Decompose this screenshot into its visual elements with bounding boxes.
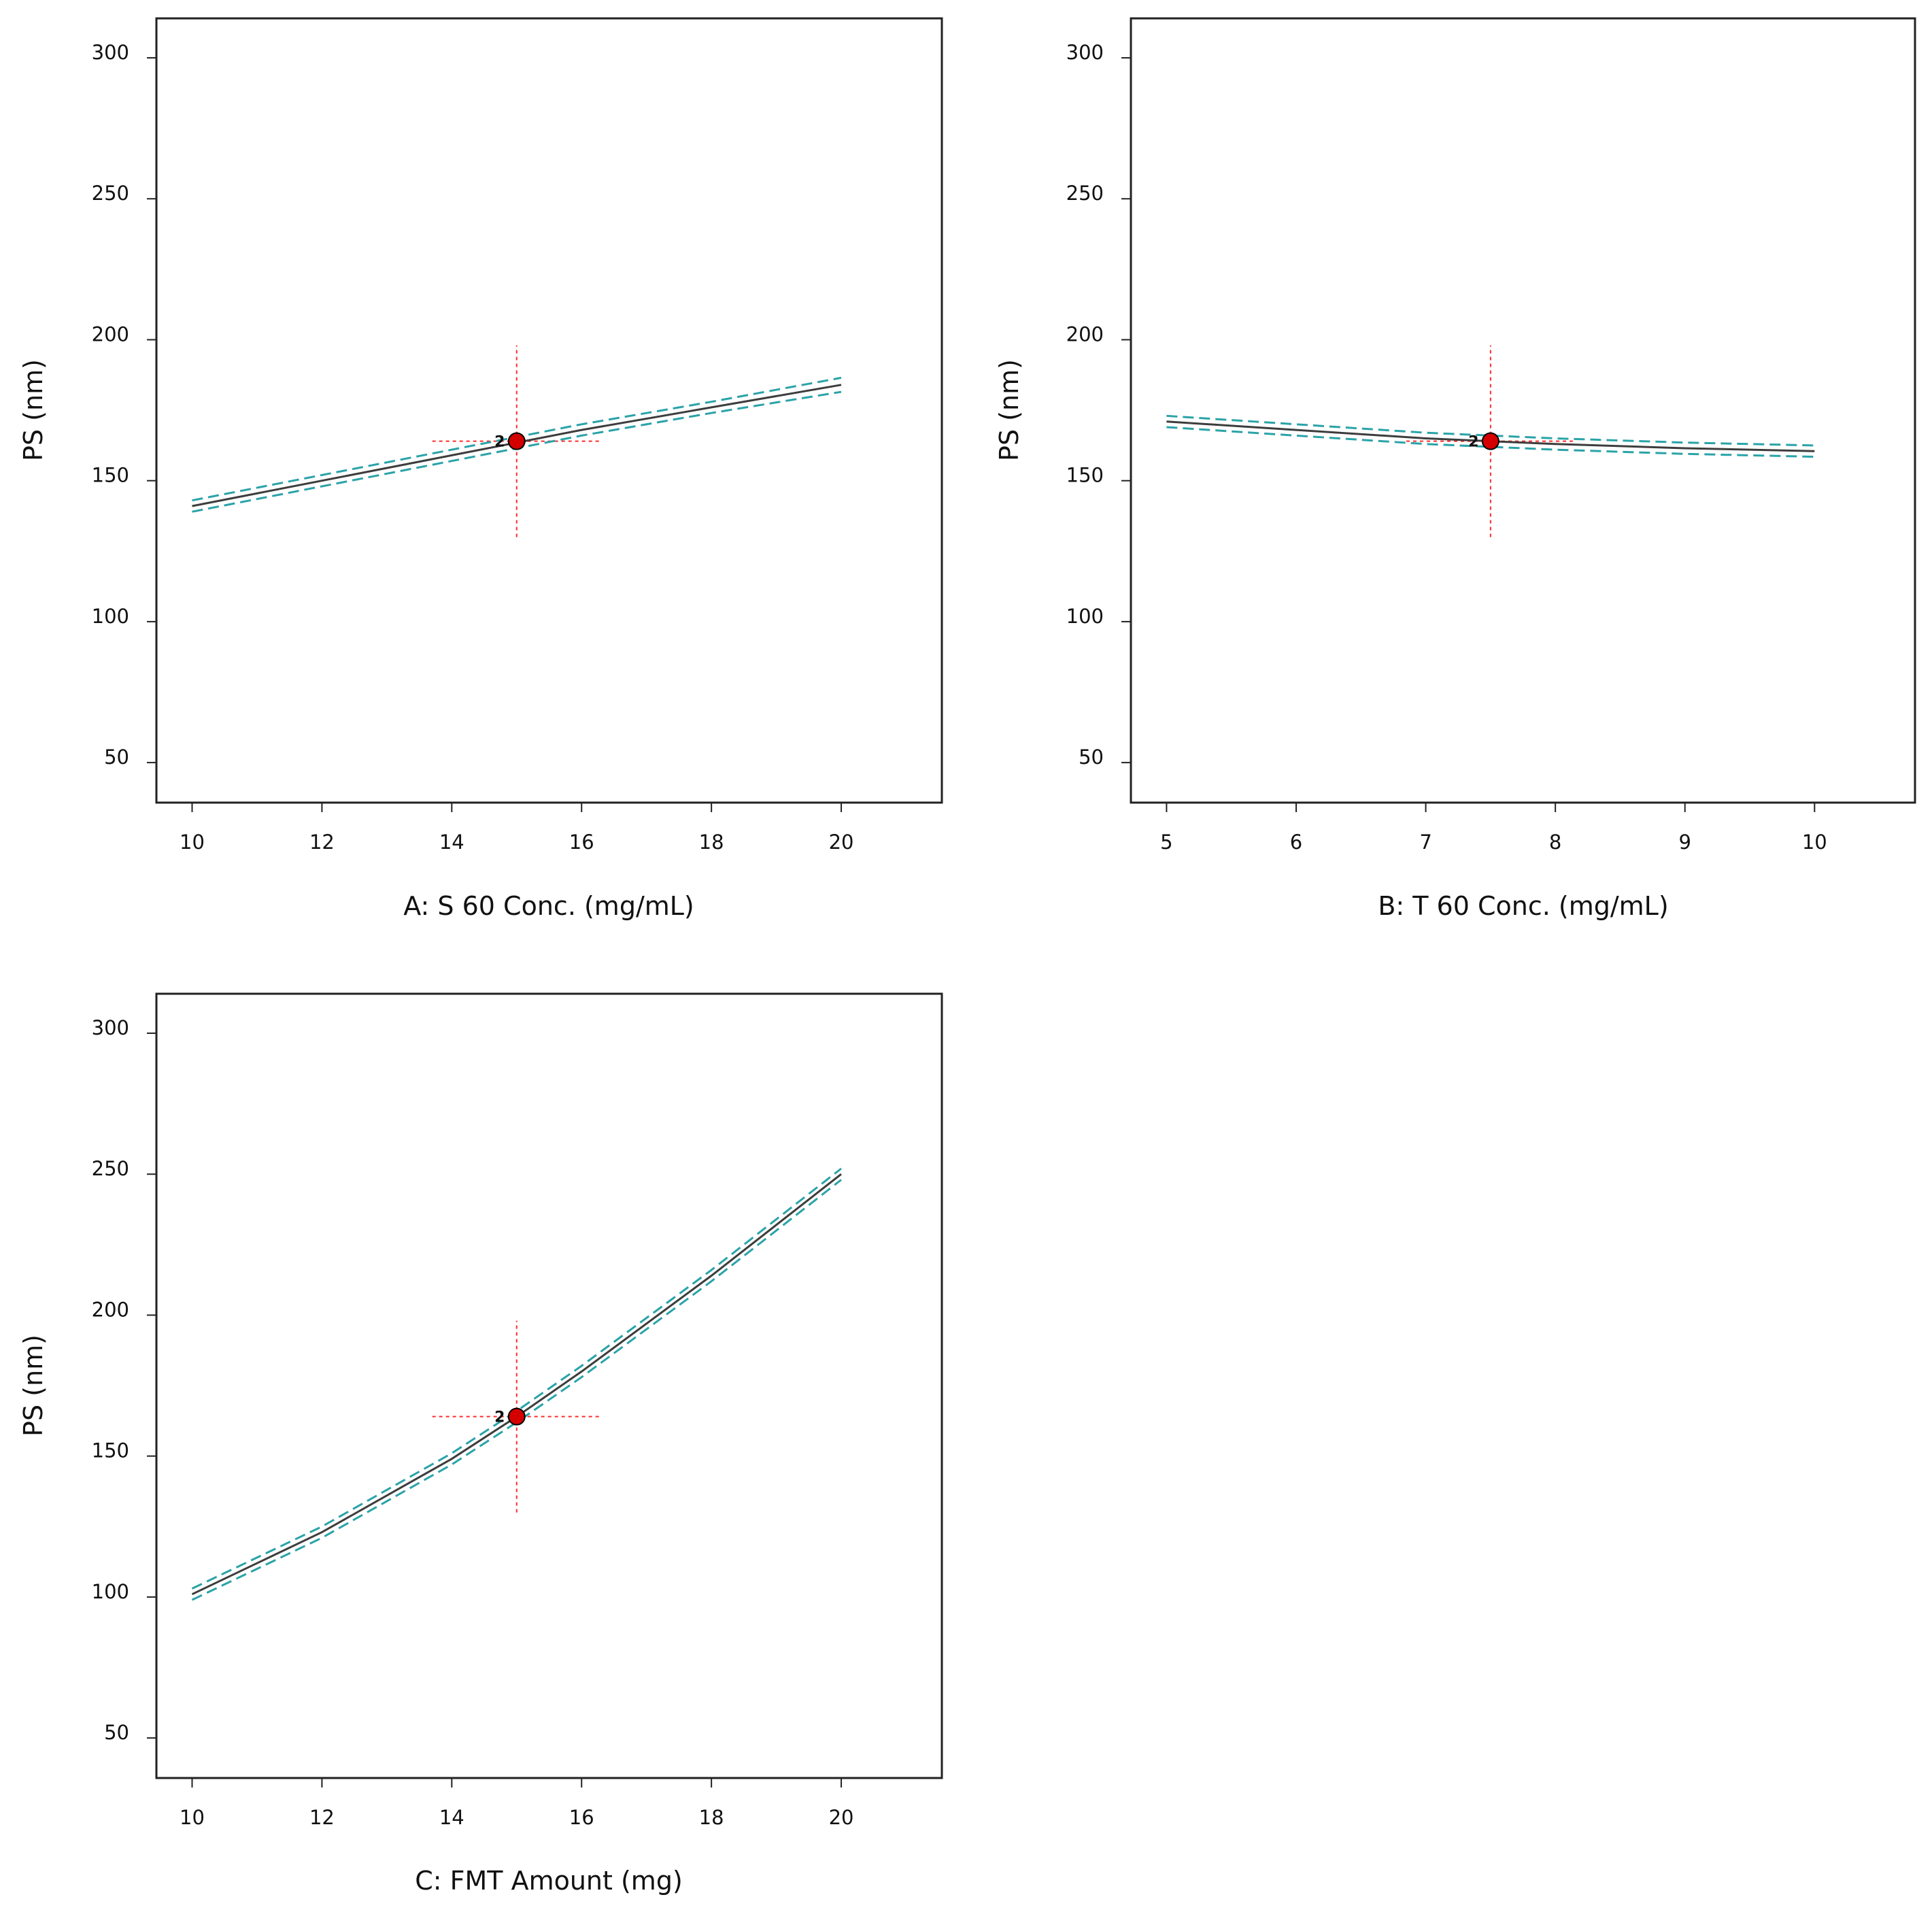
y-tick-label: 300	[92, 1016, 129, 1039]
plot-frame	[1130, 17, 1916, 804]
upper-ci-line	[191, 1167, 842, 1590]
design-point-label: 2	[494, 434, 505, 451]
x-tick-label: 8	[1549, 831, 1561, 854]
x-tick-label: 18	[699, 1806, 724, 1829]
x-tick-label: 6	[1290, 831, 1302, 854]
x-tick-label: 18	[699, 831, 724, 854]
chart-b: B: T 60 Conc. (mg/mL) PS (nm) 50 100 150 20…	[994, 17, 1916, 921]
design-point	[507, 432, 526, 450]
design-point-label: 2	[1468, 434, 1478, 451]
x-tick-label: 16	[569, 1806, 594, 1829]
y-axis-title: PS (nm)	[18, 359, 48, 461]
y-tick-label: 300	[1066, 41, 1104, 64]
y-tick-label: 50	[104, 745, 129, 769]
x-tick-label: 10	[180, 1806, 205, 1829]
x-axis-title: B: T 60 Conc. (mg/mL)	[1378, 891, 1668, 921]
x-tick-label: 20	[829, 1806, 854, 1829]
y-axis-title: PS (nm)	[994, 359, 1024, 461]
chart-a: A: S 60 Conc. (mg/mL) PS (nm) 50 100 150 20…	[18, 17, 943, 921]
x-tick-label: 10	[180, 831, 205, 854]
y-axis-title: PS (nm)	[18, 1335, 48, 1437]
plot-frame	[155, 17, 943, 804]
x-tick-label: 12	[309, 831, 335, 854]
x-tick-label: 14	[439, 1806, 464, 1829]
x-tick-label: 12	[309, 1806, 335, 1829]
x-tick-label: 5	[1160, 831, 1172, 854]
lower-ci-line	[1166, 426, 1815, 458]
x-axis-title: A: S 60 Conc. (mg/mL)	[403, 891, 694, 921]
y-tick-label: 200	[92, 1298, 129, 1321]
y-tick-label: 250	[92, 1157, 129, 1180]
plot-frame	[155, 992, 943, 1779]
x-tick-label: 9	[1678, 831, 1691, 854]
y-tick-label: 250	[92, 182, 129, 205]
x-tick-label: 20	[829, 831, 854, 854]
chart-c: C: FMT Amount (mg) PS (nm) 50 100 150 200 25…	[18, 992, 943, 1896]
x-axis-title: C: FMT Amount (mg)	[415, 1866, 683, 1896]
x-tick-label: 16	[569, 831, 594, 854]
y-tick-label: 100	[1066, 605, 1104, 628]
prediction-line	[191, 1173, 842, 1596]
y-tick-label: 200	[92, 322, 129, 346]
design-point-label: 2	[494, 1409, 505, 1426]
y-tick-label: 50	[104, 1721, 129, 1744]
y-tick-label: 300	[92, 41, 129, 64]
y-tick-label: 150	[1066, 464, 1104, 487]
y-tick-label: 100	[92, 1580, 129, 1603]
y-tick-label: 150	[92, 464, 129, 487]
x-tick-label: 14	[439, 831, 464, 854]
y-tick-label: 200	[1066, 322, 1104, 346]
design-point	[507, 1407, 526, 1426]
x-tick-label: 10	[1802, 831, 1827, 854]
y-tick-label: 150	[92, 1439, 129, 1462]
x-tick-label: 7	[1419, 831, 1431, 854]
y-tick-label: 100	[92, 605, 129, 628]
y-tick-label: 50	[1079, 745, 1104, 769]
upper-ci-line	[1166, 414, 1815, 447]
design-point	[1481, 432, 1499, 450]
y-tick-label: 250	[1066, 182, 1104, 205]
lower-ci-line	[191, 1179, 842, 1601]
